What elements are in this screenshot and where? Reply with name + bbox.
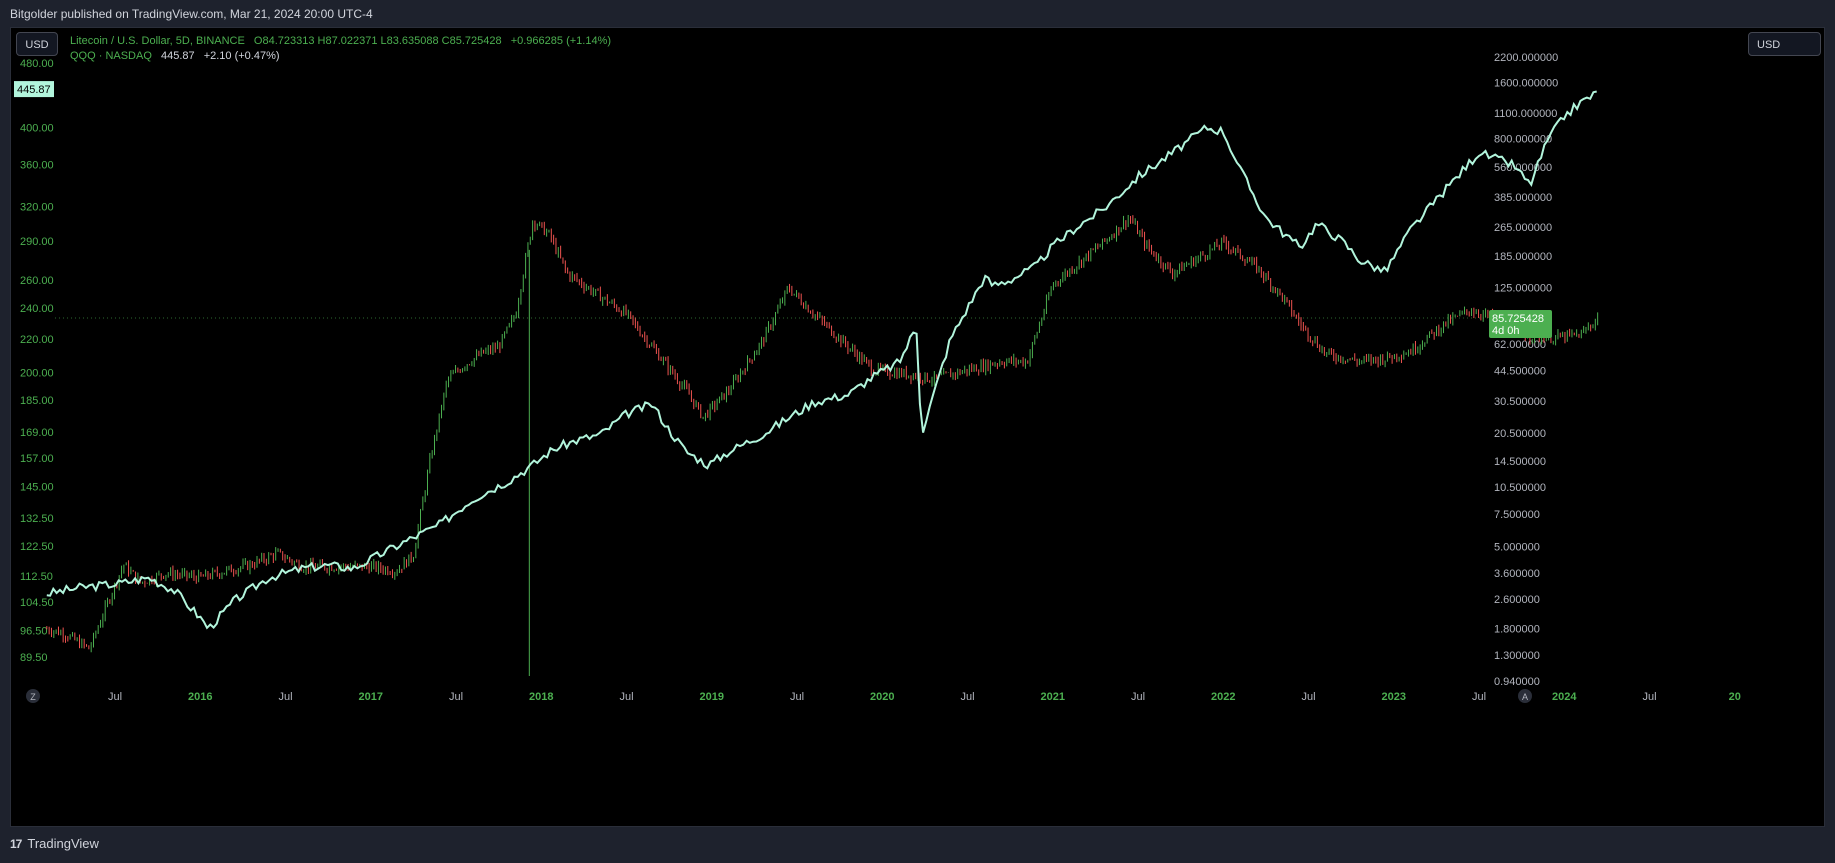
corner-z-button — [26, 689, 40, 703]
corner-a-button — [1518, 689, 1532, 703]
left-axis-tick: 220.00 — [20, 334, 54, 346]
x-axis-tick: 2019 — [700, 691, 724, 703]
left-axis-tick: 122.50 — [20, 541, 54, 553]
right-axis-tick: 560.000000 — [1494, 162, 1552, 174]
right-axis-tick: 265.000000 — [1494, 222, 1552, 234]
x-axis-tick: 2022 — [1211, 691, 1235, 703]
left-axis-tick: 240.00 — [20, 303, 54, 315]
chart-panel[interactable]: 480.00 400.00 360.00 320.00 290.00 260.00 240.… — [10, 27, 1825, 827]
right-axis-tick: 3.600000 — [1494, 568, 1540, 580]
qqq-price-tag — [14, 81, 54, 98]
x-axis-tick: 2017 — [359, 691, 383, 703]
right-axis-tick: 5.000000 — [1494, 542, 1540, 554]
left-axis-tick: 360.00 — [20, 160, 54, 172]
x-axis-tick: Jul — [1301, 691, 1315, 703]
x-axis-tick: Jul — [1472, 691, 1486, 703]
chart-canvas[interactable]: 480.00 400.00 360.00 320.00 290.00 260.00 240.… — [11, 28, 1824, 826]
ltc-legend[interactable]: Litecoin / U.S. Dollar, 5D, BINANCE O84.… — [70, 35, 617, 47]
right-axis-tick: 2200.000000 — [1494, 52, 1558, 64]
right-axis-tick: 185.000000 — [1494, 251, 1552, 263]
x-axis-tick: Jul — [278, 691, 292, 703]
left-axis-tick: 200.00 — [20, 368, 54, 380]
left-axis-tick: 104.50 — [20, 597, 54, 609]
left-axis-tick: 260.00 — [20, 275, 54, 287]
left-axis-tick: 480.00 — [20, 58, 54, 70]
ltc-legend-ohlc: O84.723313 H87.022371 L83.635088 C85.725… — [253, 35, 502, 47]
qqq-price-tag-text: 445.87 — [17, 84, 51, 96]
x-axis-tick: 2023 — [1382, 691, 1406, 703]
ltc-candles — [46, 214, 1599, 677]
right-axis-tick: 14.500000 — [1494, 456, 1546, 468]
left-axis-tick: 157.00 — [20, 453, 54, 465]
left-axis-tick: 132.50 — [20, 513, 54, 525]
left-axis-tick: 400.00 — [20, 122, 54, 134]
x-axis-tick: 2024 — [1552, 691, 1577, 703]
left-axis-tick: 185.00 — [20, 395, 54, 407]
x-axis-tick: 2021 — [1041, 691, 1065, 703]
tradingview-logo-icon: 17 — [10, 836, 22, 851]
right-axis-tick: 62.000000 — [1494, 339, 1546, 351]
left-axis-tick: 320.00 — [20, 201, 54, 213]
left-axis-tick: 112.50 — [20, 571, 53, 583]
right-axis-tick: 385.000000 — [1494, 192, 1552, 204]
x-axis-tick: 2016 — [188, 691, 212, 703]
right-axis-tick: 1.800000 — [1494, 624, 1540, 636]
right-axis-tick: 44.500000 — [1494, 366, 1546, 378]
left-axis-tick: 169.00 — [20, 427, 54, 439]
ltc-price-tag-text: 85.725428 — [1492, 313, 1544, 325]
ltc-legend-change: +0.966285 (+1.14%) — [510, 35, 612, 47]
left-axis-tick: 290.00 — [20, 236, 54, 248]
right-axis-tick: 20.500000 — [1494, 428, 1546, 440]
left-axis-tick: 89.50 — [20, 652, 48, 664]
currency-button-right[interactable]: USD — [1748, 32, 1821, 56]
right-axis-tick: 1600.000000 — [1494, 78, 1558, 90]
qqq-legend-last: 445.87 — [160, 50, 195, 62]
qqq-legend[interactable]: QQQ · NASDAQ 445.87 +2.10 (+0.47%) — [70, 50, 286, 62]
right-axis-tick: 800.000000 — [1494, 133, 1552, 145]
qqq-legend-change: +2.10 (+0.47%) — [203, 50, 280, 62]
corner-a-label: A — [1522, 692, 1528, 702]
x-axis-tick: Jul — [449, 691, 463, 703]
right-axis-tick: 30.500000 — [1494, 396, 1546, 408]
x-axis-tick: Jul — [790, 691, 804, 703]
x-axis-tick: Jul — [960, 691, 974, 703]
right-axis-tick: 7.500000 — [1494, 509, 1540, 521]
ltc-price-tag — [1489, 310, 1552, 339]
right-axis-tick: 1100.000000 — [1494, 108, 1557, 120]
x-axis-tick: 2018 — [529, 691, 553, 703]
ltc-legend-name: Litecoin / U.S. Dollar, 5D, BINANCE — [70, 35, 245, 47]
right-axis-tick: 2.600000 — [1494, 594, 1540, 606]
right-axis-tick: 0.940000 — [1494, 676, 1540, 688]
currency-button-left[interactable]: USD — [16, 32, 58, 56]
qqq-line — [46, 90, 1597, 630]
left-axis-tick: 96.50 — [20, 625, 48, 637]
qqq-legend-name: QQQ · NASDAQ — [70, 50, 152, 62]
ltc-countdown-text: 4d 0h — [1492, 325, 1520, 337]
right-axis-tick: 1.300000 — [1494, 650, 1540, 662]
x-axis-tick: 2020 — [870, 691, 894, 703]
footer-brand[interactable]: 17 TradingView — [10, 836, 99, 851]
x-axis-tick: 20 — [1729, 691, 1741, 703]
right-axis-tick: 125.000000 — [1494, 283, 1552, 295]
right-axis-tick: 10.500000 — [1494, 482, 1546, 494]
corner-z-label: Z — [30, 692, 36, 702]
x-axis-tick: Jul — [619, 691, 633, 703]
x-axis-tick: Jul — [1131, 691, 1145, 703]
left-axis-tick: 145.00 — [20, 481, 54, 493]
footer-brand-label: TradingView — [27, 836, 99, 851]
x-axis-tick: Jul — [108, 691, 122, 703]
x-axis-tick: Jul — [1642, 691, 1656, 703]
publish-note: Bitgolder published on TradingView.com, … — [10, 7, 373, 21]
